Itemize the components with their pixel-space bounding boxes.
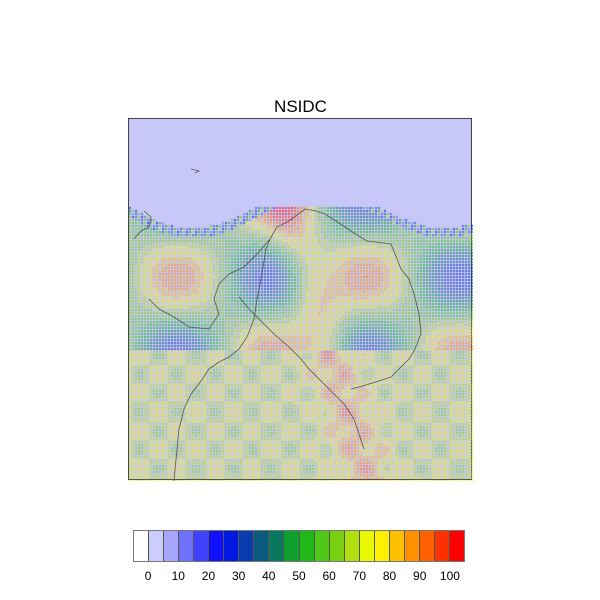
colorbar-box: [359, 531, 375, 561]
colorbar-box: [134, 531, 150, 561]
colorbar-box: [389, 531, 405, 561]
colorbar-tick-label: 50: [292, 569, 306, 583]
colorbar-box: [209, 531, 225, 561]
colorbar-tick-label: 70: [352, 569, 367, 583]
colorbar-box: [179, 531, 195, 561]
colorbar-box: [329, 531, 345, 561]
coastline: [173, 238, 271, 481]
colorbar-tick-label: 20: [201, 569, 216, 583]
colorbar-box: [194, 531, 210, 561]
colorbar-box: [419, 531, 435, 561]
colorbar-box: [254, 531, 270, 561]
colorbar-tick-label: 60: [322, 569, 336, 583]
map-panel: [128, 118, 473, 481]
colorbar-box: [269, 531, 285, 561]
coastline: [190, 168, 201, 174]
colorbar-box: [434, 531, 450, 561]
colorbar: [133, 530, 465, 562]
colorbar-labels: 0 10 20 30 40 50 60 70 80 90 100: [0, 569, 600, 585]
coastline: [133, 210, 152, 240]
colorbar-tick-label: 40: [262, 569, 276, 583]
colorbar-tick-label: 30: [231, 569, 246, 583]
colorbar-box: [449, 531, 465, 561]
plot-title: NSIDC: [274, 97, 327, 116]
colorbar-box: [314, 531, 330, 561]
colorbar-box: [239, 531, 255, 561]
colorbar-box: [344, 531, 360, 561]
colorbar-box: [149, 531, 165, 561]
colorbar-tick-label: 10: [171, 569, 185, 583]
colorbar-box: [224, 531, 240, 561]
coastline: [238, 296, 365, 450]
colorbar-box: [404, 531, 420, 561]
coastlines: [133, 168, 422, 481]
coastline: [269, 208, 422, 390]
colorbar-tick-label: 100: [439, 569, 460, 583]
colorbar-box: [284, 531, 300, 561]
colorbar-box: [374, 531, 390, 561]
colorbar-tick-label: 90: [413, 569, 427, 583]
colorbar-tick-label: 80: [382, 569, 397, 583]
colorbar-box: [299, 531, 315, 561]
coastline: [148, 238, 271, 330]
colorbar-box: [164, 531, 180, 561]
colorbar-tick-label: 0: [144, 569, 152, 583]
